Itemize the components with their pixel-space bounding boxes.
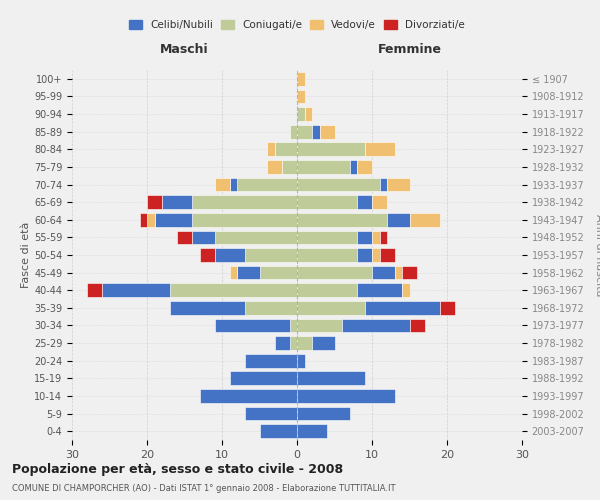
Bar — [297, 196, 357, 209]
Bar — [229, 266, 237, 280]
Bar — [320, 125, 335, 138]
Bar — [237, 266, 260, 280]
Bar — [199, 248, 215, 262]
Legend: Celibi/Nubili, Coniugati/e, Vedovi/e, Divorziati/e: Celibi/Nubili, Coniugati/e, Vedovi/e, Di… — [125, 16, 469, 34]
Bar — [245, 354, 297, 368]
Bar — [290, 125, 297, 138]
Bar — [357, 284, 402, 297]
Bar — [297, 266, 372, 280]
Bar — [365, 301, 439, 314]
Bar — [357, 160, 372, 174]
Bar — [245, 406, 297, 420]
Bar — [215, 178, 229, 192]
Bar — [275, 142, 297, 156]
Bar — [409, 213, 439, 226]
Bar — [192, 196, 297, 209]
Bar — [380, 248, 395, 262]
Bar — [402, 284, 409, 297]
Bar — [349, 160, 357, 174]
Bar — [245, 248, 297, 262]
Bar — [237, 178, 297, 192]
Bar — [372, 248, 380, 262]
Bar — [297, 230, 357, 244]
Bar — [372, 266, 395, 280]
Bar — [372, 196, 387, 209]
Bar — [297, 107, 305, 121]
Bar — [147, 213, 155, 226]
Y-axis label: Anni di nascita: Anni di nascita — [594, 214, 600, 296]
Bar — [102, 284, 170, 297]
Bar — [275, 336, 290, 350]
Bar — [245, 301, 297, 314]
Y-axis label: Fasce di età: Fasce di età — [21, 222, 31, 288]
Bar — [297, 301, 365, 314]
Bar — [372, 230, 380, 244]
Bar — [87, 284, 102, 297]
Bar — [267, 160, 282, 174]
Bar — [357, 248, 372, 262]
Bar — [387, 178, 409, 192]
Bar — [312, 125, 320, 138]
Bar — [260, 424, 297, 438]
Bar — [229, 372, 297, 385]
Bar — [305, 107, 312, 121]
Bar — [297, 72, 305, 86]
Bar — [380, 178, 387, 192]
Bar — [162, 196, 192, 209]
Text: COMUNE DI CHAMPORCHER (AO) - Dati ISTAT 1° gennaio 2008 - Elaborazione TUTTITALI: COMUNE DI CHAMPORCHER (AO) - Dati ISTAT … — [12, 484, 395, 493]
Text: Maschi: Maschi — [160, 43, 209, 56]
Bar — [192, 213, 297, 226]
Bar — [409, 318, 425, 332]
Bar — [170, 284, 297, 297]
Bar — [215, 230, 297, 244]
Bar — [260, 266, 297, 280]
Bar — [199, 389, 297, 403]
Bar — [357, 196, 372, 209]
Bar — [297, 142, 365, 156]
Bar — [297, 248, 357, 262]
Bar — [297, 372, 365, 385]
Bar — [215, 318, 290, 332]
Bar — [297, 284, 357, 297]
Bar — [297, 160, 349, 174]
Bar — [155, 213, 192, 226]
Bar — [139, 213, 147, 226]
Bar — [215, 248, 245, 262]
Bar — [312, 336, 335, 350]
Bar — [282, 160, 297, 174]
Bar — [229, 178, 237, 192]
Bar — [267, 142, 275, 156]
Bar — [297, 424, 327, 438]
Bar — [357, 230, 372, 244]
Bar — [387, 213, 409, 226]
Bar — [290, 336, 297, 350]
Bar — [297, 406, 349, 420]
Bar — [365, 142, 395, 156]
Bar — [177, 230, 192, 244]
Bar — [439, 301, 455, 314]
Bar — [297, 213, 387, 226]
Bar — [297, 178, 380, 192]
Bar — [342, 318, 409, 332]
Text: Popolazione per età, sesso e stato civile - 2008: Popolazione per età, sesso e stato civil… — [12, 462, 343, 475]
Bar — [297, 90, 305, 104]
Text: Femmine: Femmine — [377, 43, 442, 56]
Bar — [290, 318, 297, 332]
Bar — [170, 301, 245, 314]
Bar — [297, 318, 342, 332]
Bar — [380, 230, 387, 244]
Bar — [192, 230, 215, 244]
Bar — [297, 389, 395, 403]
Bar — [297, 354, 305, 368]
Bar — [395, 266, 402, 280]
Bar — [147, 196, 162, 209]
Bar — [402, 266, 417, 280]
Bar — [297, 125, 312, 138]
Bar — [297, 336, 312, 350]
